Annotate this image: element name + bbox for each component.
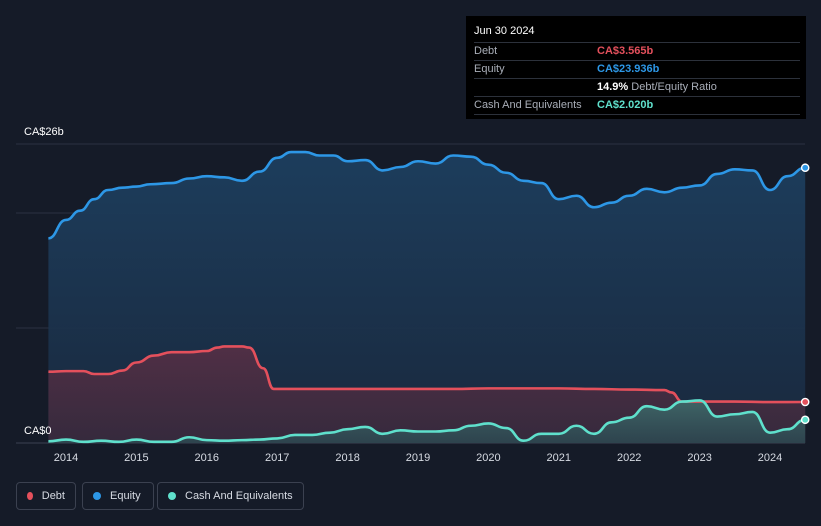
debt-line bbox=[48, 345, 806, 404]
tooltip-label: Debt bbox=[474, 45, 498, 57]
tooltip-row-ratio: 14.9% Debt/Equity Ratio bbox=[474, 79, 800, 97]
x-tick-label: 2018 bbox=[335, 452, 359, 464]
y-bottom-label: CA$0 bbox=[24, 425, 52, 437]
tooltip-value: CA$3.565b bbox=[597, 45, 654, 57]
legend-label: Equity bbox=[110, 490, 141, 502]
cash-and-equivalents-area bbox=[48, 400, 806, 443]
cash-legend-dot bbox=[168, 492, 176, 500]
x-tick-label: 2022 bbox=[617, 452, 641, 464]
y-axis: CA$26b CA$0 bbox=[24, 126, 64, 437]
debt-area bbox=[48, 346, 806, 443]
cash-and-equivalents-endpoint bbox=[800, 415, 810, 425]
series-endpoints bbox=[800, 163, 810, 425]
legend-label: Debt bbox=[41, 490, 65, 502]
series-lines bbox=[48, 150, 806, 444]
ratio-value-wrap: 14.9% Debt/Equity Ratio bbox=[597, 79, 717, 96]
tooltip-value: CA$23.936b bbox=[597, 63, 660, 75]
y-top-label: CA$26b bbox=[24, 126, 64, 138]
ratio-label: Debt/Equity Ratio bbox=[631, 81, 717, 93]
x-tick-label: 2021 bbox=[547, 452, 571, 464]
ratio-value: 14.9% bbox=[597, 81, 629, 93]
equity-legend-dot bbox=[93, 492, 101, 500]
tooltip-row-debt: Debt CA$3.565b bbox=[474, 43, 800, 61]
equity-line bbox=[48, 150, 806, 240]
legend-debt[interactable]: Debt bbox=[16, 482, 76, 510]
tooltip-value: CA$2.020b bbox=[597, 99, 654, 111]
x-tick-label: 2016 bbox=[195, 452, 219, 464]
tooltip-row-cash: Cash And Equivalents CA$2.020b bbox=[474, 97, 800, 115]
x-tick-label: 2015 bbox=[124, 452, 148, 464]
tooltip-row-equity: Equity CA$23.936b bbox=[474, 61, 800, 79]
series-areas bbox=[48, 152, 806, 444]
x-tick-label: 2017 bbox=[265, 452, 289, 464]
x-tick-label: 2020 bbox=[476, 452, 500, 464]
x-tick-label: 2019 bbox=[406, 452, 430, 464]
debt-legend-dot bbox=[27, 492, 33, 500]
legend-label: Cash And Equivalents bbox=[185, 490, 293, 502]
x-tick-label: 2023 bbox=[687, 452, 711, 464]
tooltip-label: Cash And Equivalents bbox=[474, 99, 582, 111]
x-axis: 2014 2015 2016 2017 2018 2019 2020 2021 2022 2023… bbox=[54, 452, 782, 464]
debt-endpoint bbox=[800, 397, 810, 407]
tooltip-label: Equity bbox=[474, 63, 505, 75]
x-tick-label: 2014 bbox=[54, 452, 78, 464]
legend-equity[interactable]: Equity bbox=[82, 482, 154, 510]
equity-endpoint bbox=[800, 163, 810, 173]
legend-cash[interactable]: Cash And Equivalents bbox=[157, 482, 304, 510]
cash-and-equivalents-line bbox=[48, 399, 806, 444]
tooltip-panel: Jun 30 2024 Debt CA$3.565b Equity CA$23.… bbox=[466, 16, 806, 119]
x-tick-label: 2024 bbox=[758, 452, 782, 464]
tooltip-date: Jun 30 2024 bbox=[474, 22, 800, 43]
